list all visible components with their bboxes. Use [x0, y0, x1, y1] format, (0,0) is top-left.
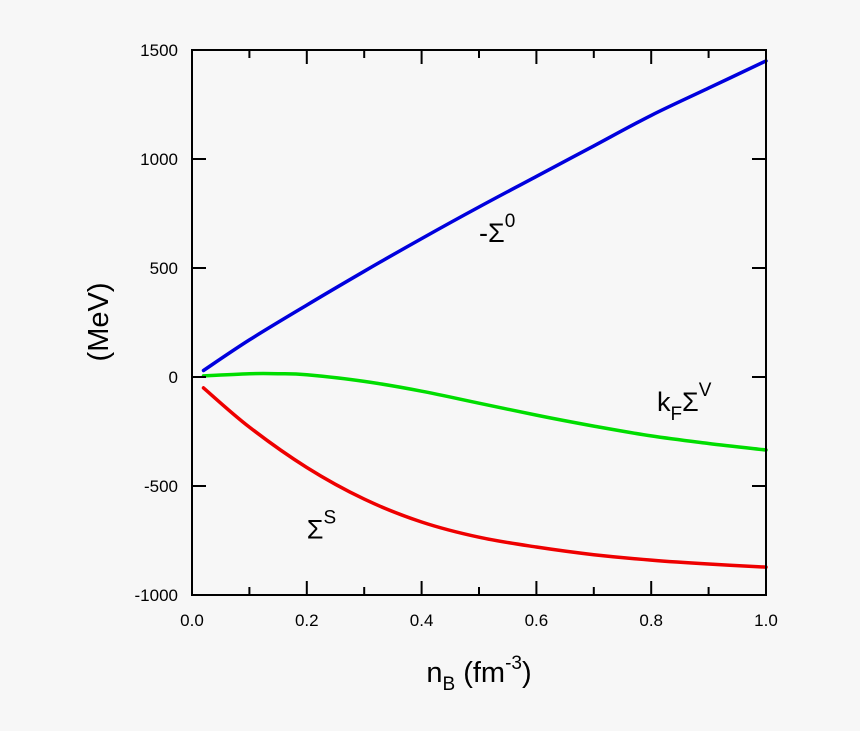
curve-label-1: kFΣV	[657, 380, 712, 425]
series-line-0	[201, 59, 768, 373]
y-tick-label: 1500	[140, 41, 178, 60]
y-tick-label: 1000	[140, 150, 178, 169]
x-tick-label: 0.4	[410, 611, 434, 630]
curve-labels: -Σ0 kFΣV ΣS	[307, 211, 712, 544]
x-tick-label: 1.0	[754, 611, 778, 630]
ticks	[191, 49, 767, 596]
series-line-2	[201, 386, 768, 569]
y-tick-label: -1000	[135, 586, 178, 605]
curve-label-0: -Σ0	[479, 211, 515, 248]
curve-label-2: ΣS	[307, 507, 336, 544]
x-tick-label: 0.2	[295, 611, 319, 630]
x-axis-title: nB (fm-3)	[426, 653, 531, 695]
y-axis-title: (MeV)	[83, 283, 115, 362]
series-line-1	[201, 371, 768, 452]
y-tick-label: 0	[169, 368, 178, 387]
curves	[201, 59, 768, 569]
x-tick-label: 0.0	[180, 611, 204, 630]
tick-labels: 0.0 0.2 0.4 0.6 0.8 1.0 -1000 -500 0 500 1000 1500	[135, 41, 778, 630]
x-tick-label: 0.6	[525, 611, 549, 630]
y-tick-label: 500	[150, 259, 178, 278]
y-tick-label: -500	[144, 477, 178, 496]
x-tick-label: 0.8	[639, 611, 663, 630]
